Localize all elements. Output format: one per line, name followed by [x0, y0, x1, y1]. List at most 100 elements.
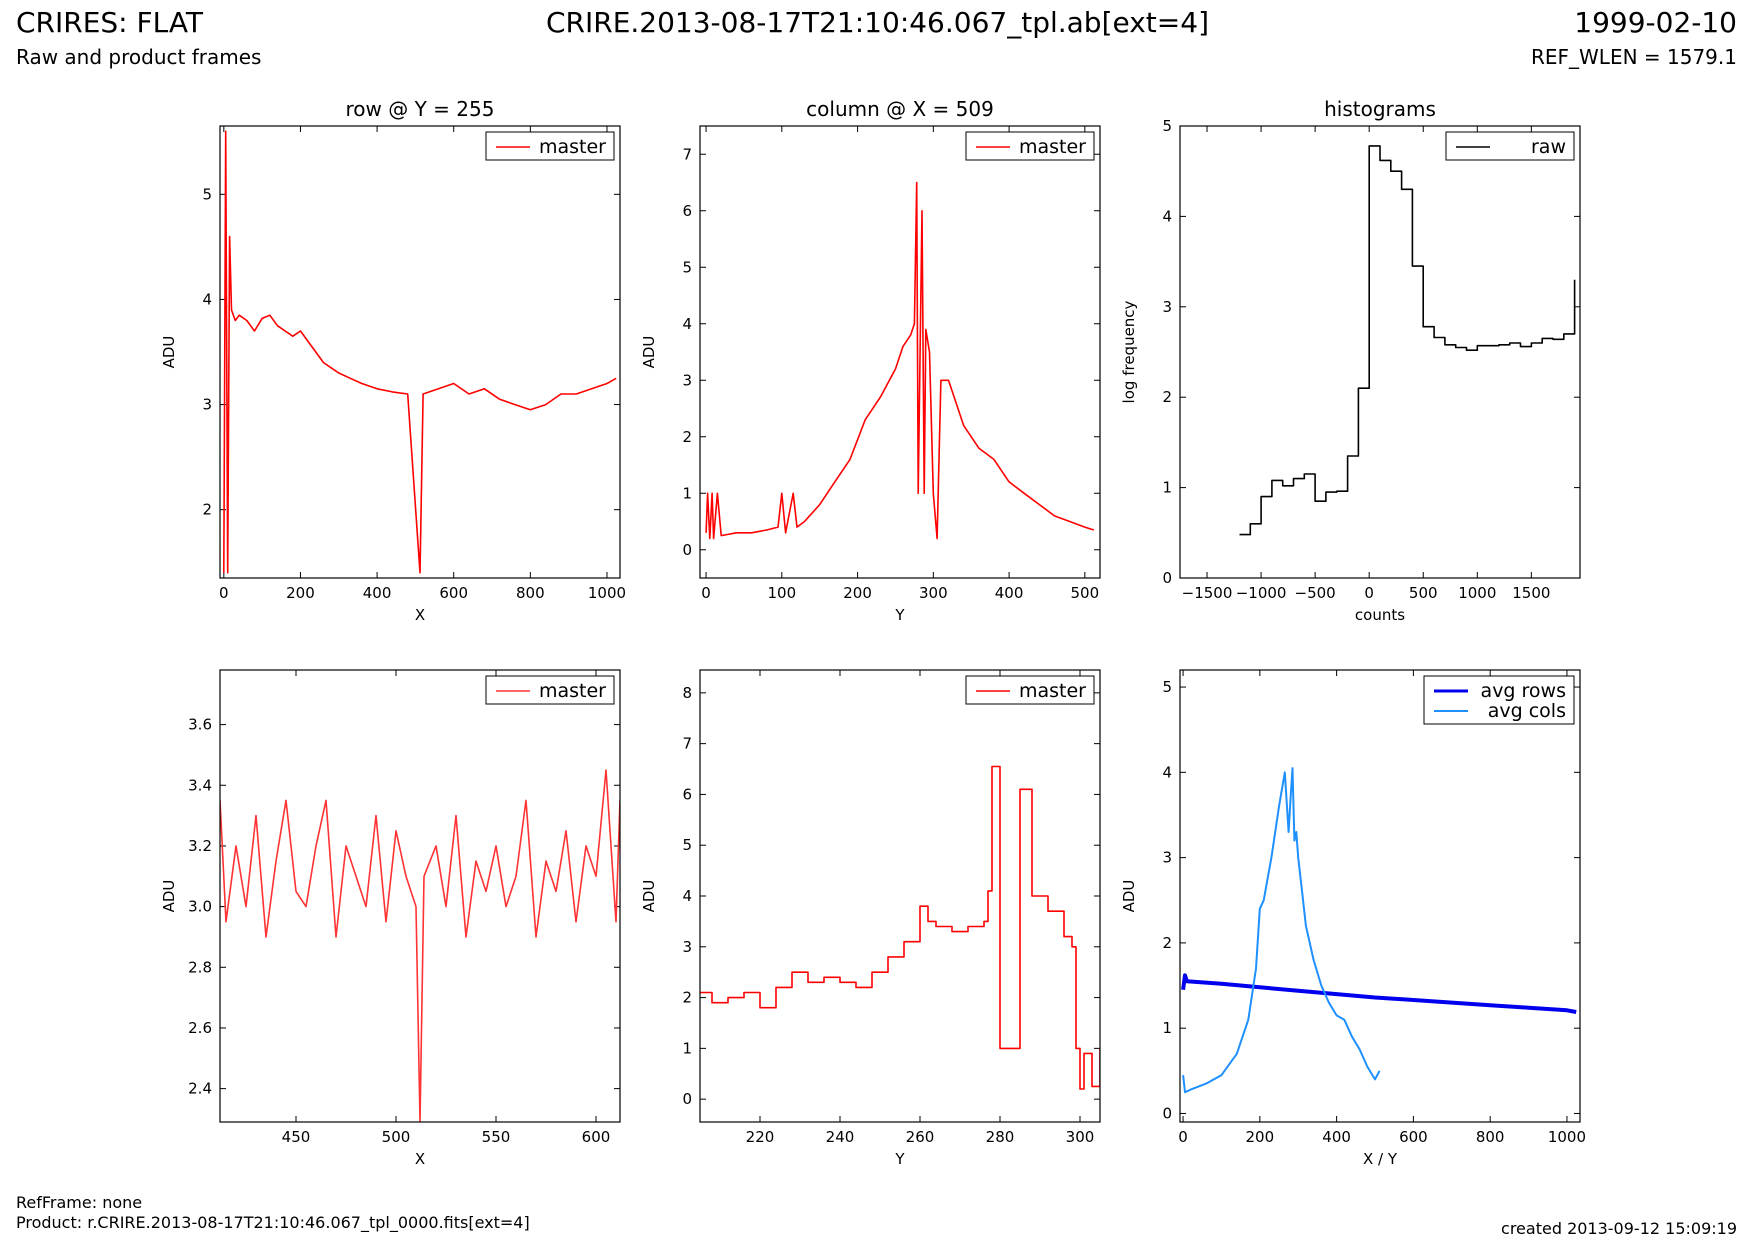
y-tick-label: 1 [1162, 479, 1172, 497]
y-tick-label: 5 [202, 185, 212, 203]
y-tick-label: 4 [682, 887, 692, 905]
x-tick-label: 400 [995, 584, 1024, 602]
x-tick-label: 500 [382, 1128, 411, 1146]
chart-panel-1: 0 200 400 600 800 1000 2 3 4 5 row @ Y = 255 X ADU ma… [160, 97, 626, 624]
y-tick-label: 1 [682, 1039, 692, 1057]
y-tick-label: 0 [1162, 1104, 1172, 1122]
x-tick-label: 400 [363, 584, 392, 602]
x-tick-label: 200 [843, 584, 872, 602]
series-line-master [223, 130, 617, 574]
series-line-raw [1239, 145, 1576, 536]
y-tick-label: 3 [682, 371, 692, 389]
y-tick-label: 1 [682, 484, 692, 502]
report-subtitle: Raw and product frames [16, 45, 262, 69]
x-tick-label: −1000 [1236, 584, 1287, 602]
report-title: CRIRES: FLAT [16, 6, 203, 39]
legend-entry: master [539, 136, 606, 158]
y-tick-label: 6 [682, 785, 692, 803]
x-tick-label: 280 [986, 1128, 1015, 1146]
y-tick-label: 3 [1162, 849, 1172, 867]
y-tick-label: 0 [1162, 569, 1172, 587]
date-label: 1999-02-10 [1574, 6, 1737, 39]
legend [485, 131, 615, 161]
legend [965, 675, 1095, 705]
y-tick-label: 4 [202, 290, 212, 308]
chart-panel-3: −1500 −1000 −500 0 500 1000 1500 0 1 2 3 4 5 histogra… [1120, 97, 1581, 624]
legend [1445, 131, 1575, 161]
legend-entry: master [1019, 136, 1086, 158]
x-axis-label: X [415, 1150, 425, 1168]
y-tick-label: 7 [682, 735, 692, 753]
x-tick-label: 240 [826, 1128, 855, 1146]
chart-panel-6: 0 200 400 600 800 1000 0 1 2 3 4 5 X / Y ADU avg rowsa… [1120, 669, 1586, 1168]
legend-entry: raw [1531, 136, 1566, 158]
y-axis-label: ADU [1120, 880, 1138, 913]
x-tick-label: 500 [1071, 584, 1100, 602]
series-line-master [700, 765, 1100, 1090]
y-tick-label: 3 [202, 396, 212, 414]
y-tick-label: 0 [682, 1090, 692, 1108]
y-tick-label: 0 [682, 541, 692, 559]
y-tick-label: 3 [1162, 298, 1172, 316]
y-tick-label: 2 [202, 501, 212, 519]
y-tick-label: 3.0 [188, 898, 212, 916]
y-tick-label: 3 [682, 938, 692, 956]
series-line-master [705, 181, 1095, 540]
x-tick-label: 300 [919, 584, 948, 602]
plot-frame [699, 125, 1101, 579]
y-axis-label: ADU [160, 880, 178, 913]
created-label: created 2013-09-12 15:09:19 [1501, 1219, 1737, 1238]
series-line-master [220, 769, 620, 1122]
chart-title: column @ X = 509 [806, 97, 994, 121]
x-tick-label: 1000 [1458, 584, 1496, 602]
x-axis-label: counts [1355, 606, 1405, 624]
ref-wlen-label: REF_WLEN = 1579.1 [1530, 45, 1737, 69]
x-tick-label: 0 [701, 584, 711, 602]
x-tick-label: 600 [582, 1128, 611, 1146]
series-line-avg-rows [1181, 973, 1577, 1014]
y-tick-label: 2.8 [188, 958, 212, 976]
x-tick-label: 0 [219, 584, 229, 602]
x-tick-label: 1000 [1548, 1128, 1586, 1146]
plot-frame [1179, 669, 1581, 1123]
y-tick-label: 2 [1162, 934, 1172, 952]
x-tick-label: −500 [1295, 584, 1336, 602]
x-tick-label: 1000 [588, 584, 626, 602]
x-tick-label: 200 [1246, 1128, 1275, 1146]
y-axis-label: ADU [640, 880, 658, 913]
y-tick-label: 8 [682, 684, 692, 702]
x-axis-label: Y [894, 1150, 905, 1168]
y-tick-label: 2 [682, 989, 692, 1007]
y-axis-label: log frequency [1120, 300, 1138, 403]
y-tick-label: 7 [682, 145, 692, 163]
x-tick-label: 600 [439, 584, 468, 602]
legend [485, 675, 615, 705]
y-tick-label: 5 [1162, 678, 1172, 696]
y-tick-label: 4 [682, 315, 692, 333]
x-tick-label: 0 [1364, 584, 1374, 602]
x-tick-label: 1500 [1512, 584, 1550, 602]
legend [965, 131, 1095, 161]
x-tick-label: 100 [767, 584, 796, 602]
refframe-label: RefFrame: none [16, 1193, 143, 1212]
chart-panel-2: 0 100 200 300 400 500 0 1 2 3 4 5 6 7 column @ X = 509… [640, 97, 1101, 624]
legend-entry: avg cols [1488, 700, 1566, 722]
y-tick-label: 2 [1162, 388, 1172, 406]
file-title: CRIRE.2013-08-17T21:10:46.067_tpl.ab[ext… [545, 6, 1209, 39]
x-axis-label: Y [894, 606, 905, 624]
x-tick-label: 260 [906, 1128, 935, 1146]
product-label: Product: r.CRIRE.2013-08-17T21:10:46.067… [16, 1213, 530, 1232]
y-tick-label: 5 [1162, 117, 1172, 135]
y-tick-label: 5 [682, 836, 692, 854]
y-tick-label: 1 [1162, 1019, 1172, 1037]
x-tick-label: 300 [1066, 1128, 1095, 1146]
chart-panel-4: 450 500 550 600 2.4 2.6 2.8 3.0 3.2 3.4 3.6 X ADU mas… [160, 669, 621, 1168]
x-tick-label: 600 [1399, 1128, 1428, 1146]
plot-frame [219, 669, 621, 1123]
x-axis-label: X [415, 606, 425, 624]
plot-frame [699, 669, 1101, 1123]
y-tick-label: 5 [682, 258, 692, 276]
x-tick-label: 400 [1322, 1128, 1351, 1146]
legend-entry: master [1019, 680, 1086, 702]
